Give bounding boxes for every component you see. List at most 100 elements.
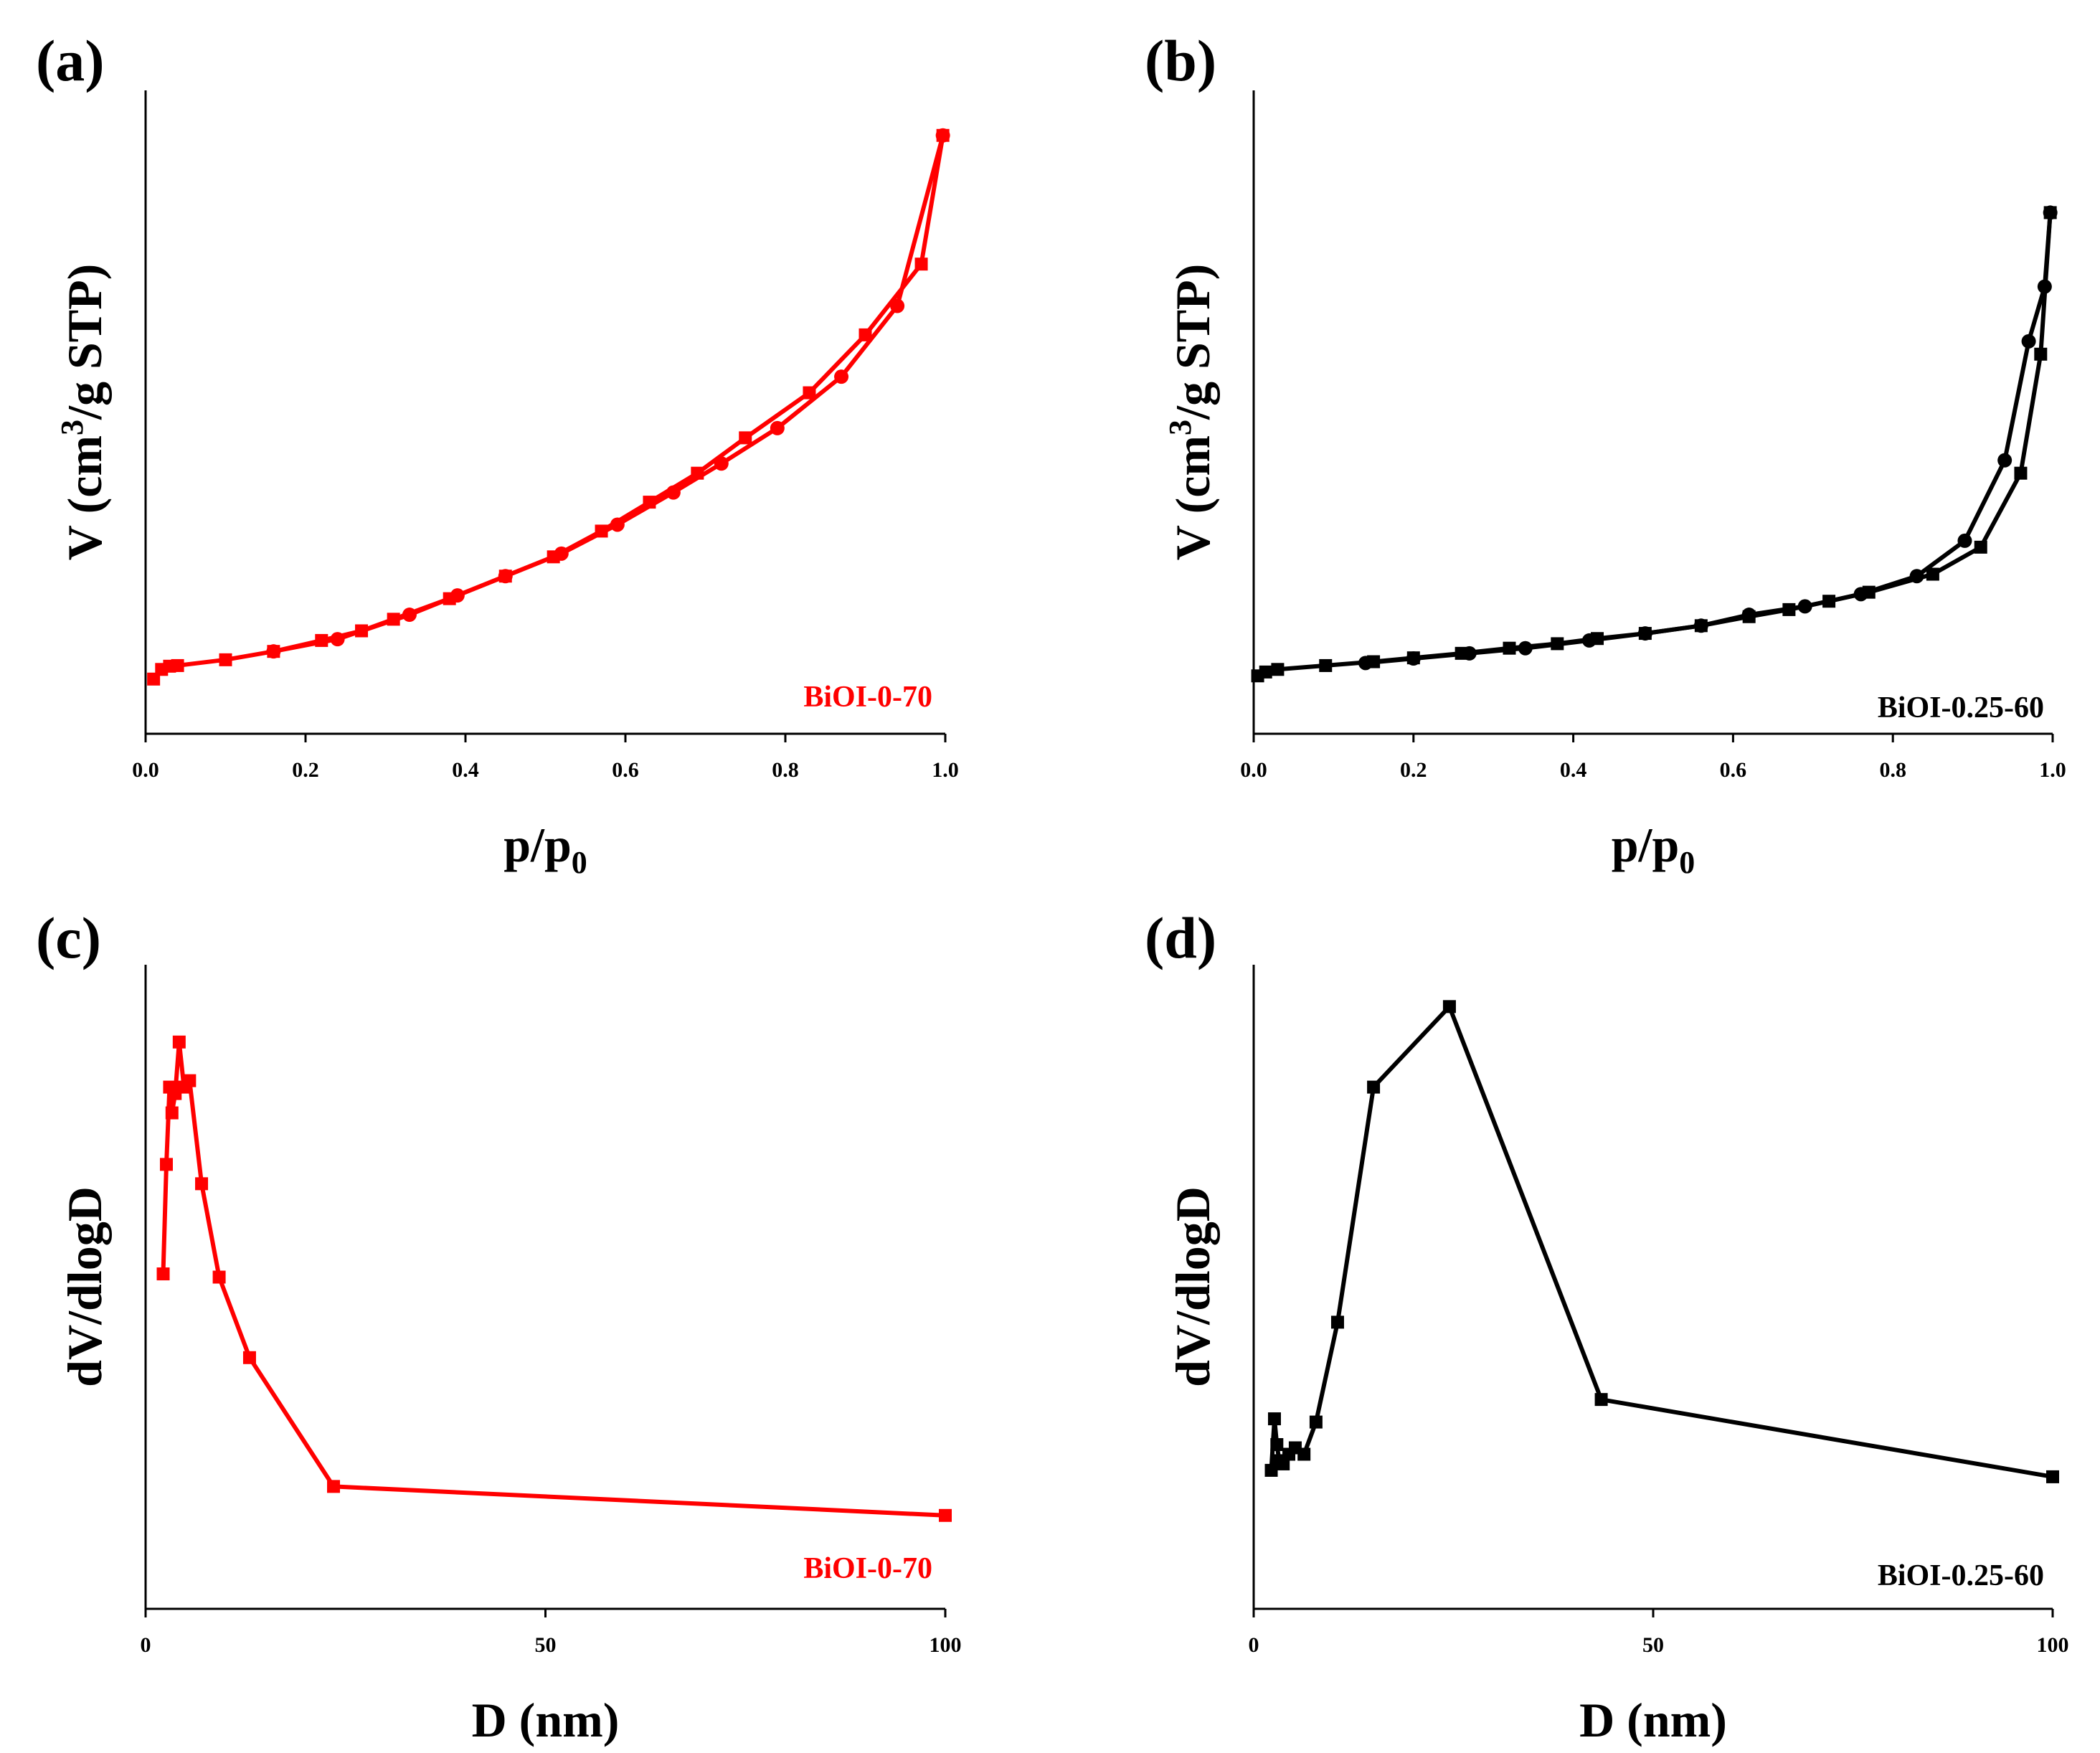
- chart-1-adsorption-point: [1974, 540, 1987, 554]
- chart-1-adsorption-point: [1271, 663, 1285, 676]
- chart-0-adsorption-point: [803, 386, 816, 400]
- chart-2-x-tick-label: 0: [141, 1633, 151, 1657]
- chart-3-BiOI-0.25-60-point: [1297, 1447, 1311, 1461]
- chart-0-desorption-point: [666, 485, 681, 500]
- chart-0-adsorption-point: [859, 328, 872, 341]
- chart-0-desorption-point: [714, 456, 729, 471]
- chart-0-group: 0.0 0.2 0.4 0.6 0.8 1.0 (a) p/p0 V (cm3/g STP) Bi…: [36, 28, 959, 880]
- chart-3-x-tick-label: 0: [1249, 1633, 1259, 1657]
- chart-3-BiOI-0.25-60-point: [1367, 1080, 1381, 1094]
- chart-3-sample-label: BiOI-0.25-60: [1878, 1559, 2044, 1592]
- chart-2-y-axis-label: dV/dlogD: [57, 1186, 112, 1387]
- chart-3-BiOI-0.25-60-point: [2046, 1470, 2059, 1483]
- chart-1-adsorption-point: [1319, 658, 1333, 672]
- chart-2-series-BiOI-0-70-line: [161, 1039, 946, 1518]
- chart-0-x-axis-label: p/p0: [503, 818, 587, 880]
- chart-3-group: 0 50 100 (d) D (nm) dV/dlogD BiOI-0.25-60: [1145, 905, 2069, 1747]
- chart-1-desorption-point: [1358, 656, 1373, 671]
- chart-1-desorption-point: [1693, 618, 1708, 633]
- chart-1-desorption-point: [1518, 641, 1533, 656]
- chart-0-desorption-point: [266, 644, 281, 659]
- chart-0-desorption-point: [935, 128, 950, 143]
- chart-1-y-axis-label: V (cm3/g STP): [1163, 264, 1220, 561]
- chart-2-panel-label: (c): [36, 905, 101, 970]
- chart-0-series-adsorption-line: [151, 135, 945, 681]
- chart-1-adsorption-point: [1926, 567, 1939, 581]
- chart-1-panel-label: (b): [1145, 28, 1216, 93]
- chart-0-desorption-point: [890, 298, 905, 313]
- chart-3-y-axis-label: dV/dlogD: [1165, 1186, 1220, 1387]
- chart-2-BiOI-0-70-point: [327, 1480, 341, 1493]
- chart-1-desorption-point: [1406, 651, 1421, 666]
- chart-2-BiOI-0-70-point: [156, 1267, 170, 1281]
- chart-2-x-tick-label: 50: [535, 1633, 557, 1657]
- chart-3-BiOI-0.25-60-point: [1267, 1412, 1281, 1426]
- chart-0-desorption-point: [450, 588, 465, 603]
- chart-2-x-axis-label: D (nm): [472, 1693, 620, 1747]
- chart-0-desorption-point: [770, 420, 785, 435]
- chart-1-series-adsorption-line: [1257, 212, 2053, 678]
- chart-2-sample-label: BiOI-0-70: [803, 1552, 932, 1585]
- chart-1-x-axis-label: p/p0: [1612, 818, 1695, 880]
- chart-2-x-tick-label: 100: [930, 1633, 962, 1657]
- chart-0-adsorption-point: [219, 653, 232, 666]
- chart-3-BiOI-0.25-60-point: [1309, 1415, 1323, 1429]
- chart-1-desorption-point: [2021, 334, 2036, 349]
- chart-0-x-tick-label: 0.6: [612, 758, 639, 782]
- chart-0-adsorption-point: [914, 257, 928, 271]
- chart-1-adsorption-point: [2034, 347, 2048, 361]
- chart-1-x-tick-label: 0.0: [1240, 758, 1267, 782]
- chart-2-BiOI-0-70-point: [939, 1508, 952, 1522]
- chart-1-desorption-point: [1741, 608, 1756, 623]
- chart-1-x-tick-label: 0.4: [1560, 758, 1587, 782]
- chart-0-series-desorption-line: [273, 135, 945, 654]
- chart-1-x-tick-label: 0.2: [1400, 758, 1427, 782]
- chart-1-desorption-point: [2043, 205, 2058, 220]
- chart-3-x-axis-label: D (nm): [1579, 1693, 1727, 1747]
- chart-0-desorption-point: [498, 569, 513, 584]
- chart-3-BiOI-0.25-60-point: [1594, 1393, 1608, 1407]
- chart-0-desorption-point: [610, 517, 625, 532]
- chart-1-x-tick-label: 0.8: [1879, 758, 1906, 782]
- chart-0-sample-label: BiOI-0-70: [803, 681, 932, 714]
- chart-1-x-tick-label: 0.6: [1720, 758, 1747, 782]
- chart-1-sample-label: BiOI-0.25-60: [1878, 691, 2044, 724]
- chart-0-x-tick-label: 0.2: [292, 758, 319, 782]
- chart-2-BiOI-0-70-point: [159, 1158, 173, 1171]
- chart-3-x-tick-label: 100: [2037, 1633, 2069, 1657]
- chart-2-BiOI-0-70-point: [242, 1351, 256, 1364]
- chart-1-adsorption-point: [1259, 665, 1272, 679]
- chart-3-BiOI-0.25-60-point: [1442, 1000, 1456, 1013]
- chart-0-adsorption-point: [171, 658, 184, 672]
- chart-0-adsorption-point: [739, 431, 752, 445]
- chart-1-desorption-point: [1637, 626, 1652, 641]
- chart-0-y-axis-label: V (cm3/g STP): [55, 264, 112, 561]
- chart-0-x-tick-label: 1.0: [932, 758, 959, 782]
- chart-3-BiOI-0.25-60-point: [1330, 1315, 1344, 1329]
- chart-1-group: 0.0 0.2 0.4 0.6 0.8 1.0 (b) p/p0 V (cm3/g STP) Bi…: [1145, 28, 2066, 880]
- chart-2-BiOI-0-70-point: [165, 1106, 179, 1120]
- chart-3-series-BiOI-0.25-60-line: [1269, 1004, 2053, 1479]
- chart-0-desorption-point: [402, 608, 417, 623]
- chart-2-BiOI-0-70-point: [183, 1074, 197, 1087]
- chart-1-series-desorption-line: [1365, 212, 2053, 666]
- chart-1-desorption-point: [1957, 533, 1972, 548]
- chart-0-x-tick-label: 0.8: [772, 758, 799, 782]
- chart-1-desorption-point: [1581, 633, 1597, 648]
- chart-3-panel-label: (d): [1145, 905, 1216, 970]
- chart-0-desorption-point: [554, 546, 569, 561]
- chart-1-desorption-point: [1997, 453, 2012, 468]
- chart-1-desorption-point: [1462, 646, 1477, 661]
- chart-0-desorption-point: [834, 369, 849, 384]
- chart-1-desorption-point: [1853, 587, 1868, 602]
- chart-1-adsorption-point: [2014, 466, 2028, 480]
- chart-1-desorption-point: [2037, 279, 2052, 294]
- chart-0-panel-label: (a): [36, 28, 105, 93]
- chart-2-group: 0 50 100 (c) D (nm) dV/dlogD BiOI-0-70: [36, 905, 962, 1747]
- chart-2-BiOI-0-70-point: [212, 1270, 226, 1284]
- chart-3-BiOI-0.25-60-point: [1270, 1438, 1284, 1452]
- chart-0-desorption-point: [330, 632, 345, 647]
- chart-1-desorption-point: [1797, 599, 1812, 614]
- chart-1-x-tick-label: 1.0: [2039, 758, 2066, 782]
